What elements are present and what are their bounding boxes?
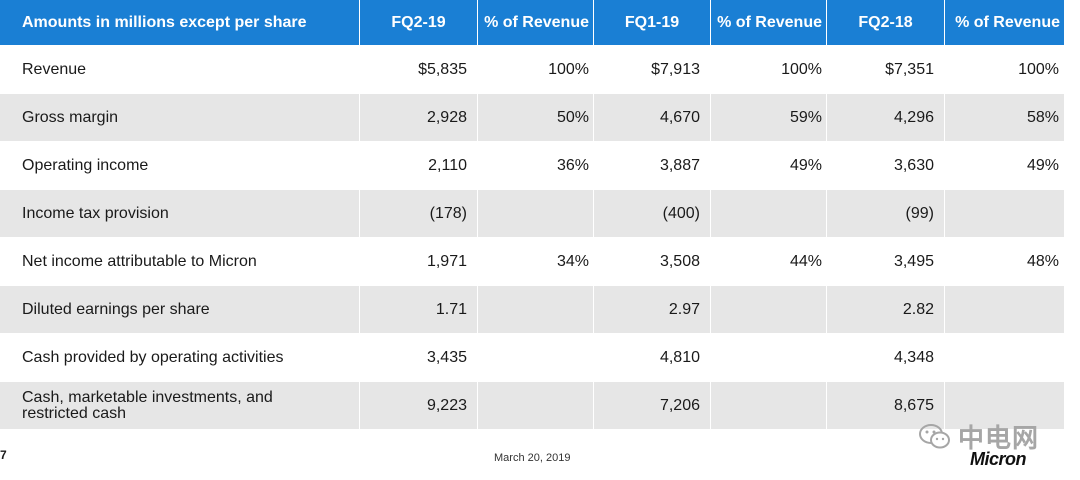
cell-pct-2: 100% <box>711 46 827 93</box>
cell-fq1-19: 3,508 <box>594 238 711 285</box>
cell-fq1-19: (400) <box>594 190 711 237</box>
table-row: Gross margin 2,928 50% 4,670 59% 4,296 5… <box>0 94 1064 142</box>
cell-pct-3: 49% <box>1026 156 1059 174</box>
cell-pct-3: 58% <box>1026 108 1059 126</box>
row-label: Operating income <box>0 142 360 189</box>
cell-fq1-19: 2.97 <box>594 286 711 333</box>
row-label-line-2: restricted cash <box>22 404 127 422</box>
table-row: Cash, marketable investments, and restri… <box>0 382 1064 430</box>
watermark: 中电网 <box>918 418 1039 455</box>
cell-fq1-19: 4,670 <box>594 94 711 141</box>
cell-pct-1 <box>478 382 594 429</box>
wechat-icon <box>918 423 952 451</box>
cell-fq2-19: 2,110 <box>360 142 478 189</box>
cell-pct-2 <box>711 334 827 381</box>
table-header-row: Amounts in millions except per share FQ2… <box>0 0 1064 46</box>
table-row: Net income attributable to Micron 1,971 … <box>0 238 1064 286</box>
row-label: Diluted earnings per share <box>0 286 360 333</box>
table-row: Revenue $5,835 100% $7,913 100% $7,351 1… <box>0 46 1064 94</box>
cell-fq1-19: 3,887 <box>594 142 711 189</box>
header-fq2-19: FQ2-19 <box>360 0 478 45</box>
cell-pct-2: 59% <box>711 94 827 141</box>
cell-pct-3 <box>945 334 1064 381</box>
table-row: Operating income 2,110 36% 3,887 49% 3,6… <box>0 142 1064 190</box>
cell-fq2-19: (178) <box>360 190 478 237</box>
cell-pct-3: 100% <box>1018 60 1059 78</box>
row-label: Cash, marketable investments, and restri… <box>0 382 360 429</box>
row-label: Gross margin <box>0 94 360 141</box>
header-pct-revenue-2: % of Revenue <box>711 0 827 45</box>
row-label: Net income attributable to Micron <box>0 238 360 285</box>
financial-table: Amounts in millions except per share FQ2… <box>0 0 1064 430</box>
cell-pct-2 <box>711 382 827 429</box>
table-row: Cash provided by operating activities 3,… <box>0 334 1064 382</box>
cell-fq2-18: 3,495 <box>827 238 945 285</box>
cell-fq2-19: 1.71 <box>360 286 478 333</box>
cell-fq2-19: 3,435 <box>360 334 478 381</box>
header-pct-revenue-1: % of Revenue <box>478 0 594 45</box>
row-label: Revenue <box>0 46 360 93</box>
micron-logo: Micron <box>970 449 1027 469</box>
row-label-line-1: Cash, marketable investments, and <box>22 388 273 406</box>
cell-fq2-19: $5,835 <box>360 46 478 93</box>
cell-pct-1 <box>478 334 594 381</box>
cell-pct-2 <box>711 286 827 333</box>
cell-pct-2: 44% <box>711 238 827 285</box>
cell-pct-1: 100% <box>478 46 594 93</box>
cell-pct-3 <box>945 286 1064 333</box>
cell-pct-1 <box>478 190 594 237</box>
header-pct-revenue-3: % of Revenue <box>955 13 1060 31</box>
row-label: Income tax provision <box>0 190 360 237</box>
header-fq1-19: FQ1-19 <box>594 0 711 45</box>
cell-fq2-19: 2,928 <box>360 94 478 141</box>
cell-pct-1: 34% <box>478 238 594 285</box>
cell-pct-2: 49% <box>711 142 827 189</box>
cell-fq1-19: 4,810 <box>594 334 711 381</box>
cell-fq2-18: 4,296 <box>827 94 945 141</box>
cell-fq2-18: 8,675 <box>827 382 945 429</box>
page-number: 7 <box>0 448 7 462</box>
cell-fq2-18: 3,630 <box>827 142 945 189</box>
cell-fq2-18: (99) <box>827 190 945 237</box>
cell-pct-2 <box>711 190 827 237</box>
cell-fq2-18: 4,348 <box>827 334 945 381</box>
table-row: Diluted earnings per share 1.71 2.97 2.8… <box>0 286 1064 334</box>
watermark-text: 中电网 <box>958 423 1040 453</box>
cell-pct-1: 36% <box>478 142 594 189</box>
cell-fq2-19: 9,223 <box>360 382 478 429</box>
table-row: Income tax provision (178) (400) (99) <box>0 190 1064 238</box>
cell-pct-3 <box>945 190 1064 237</box>
header-label: Amounts in millions except per share <box>0 0 360 45</box>
slide-date: March 20, 2019 <box>494 452 571 464</box>
cell-pct-1: 50% <box>478 94 594 141</box>
row-label: Cash provided by operating activities <box>0 334 360 381</box>
cell-fq1-19: $7,913 <box>594 46 711 93</box>
header-fq2-18: FQ2-18 <box>827 0 945 45</box>
cell-fq1-19: 7,206 <box>594 382 711 429</box>
cell-pct-3: 48% <box>1026 252 1059 270</box>
cell-fq2-19: 1,971 <box>360 238 478 285</box>
cell-fq2-18: $7,351 <box>827 46 945 93</box>
cell-pct-1 <box>478 286 594 333</box>
cell-fq2-18: 2.82 <box>827 286 945 333</box>
